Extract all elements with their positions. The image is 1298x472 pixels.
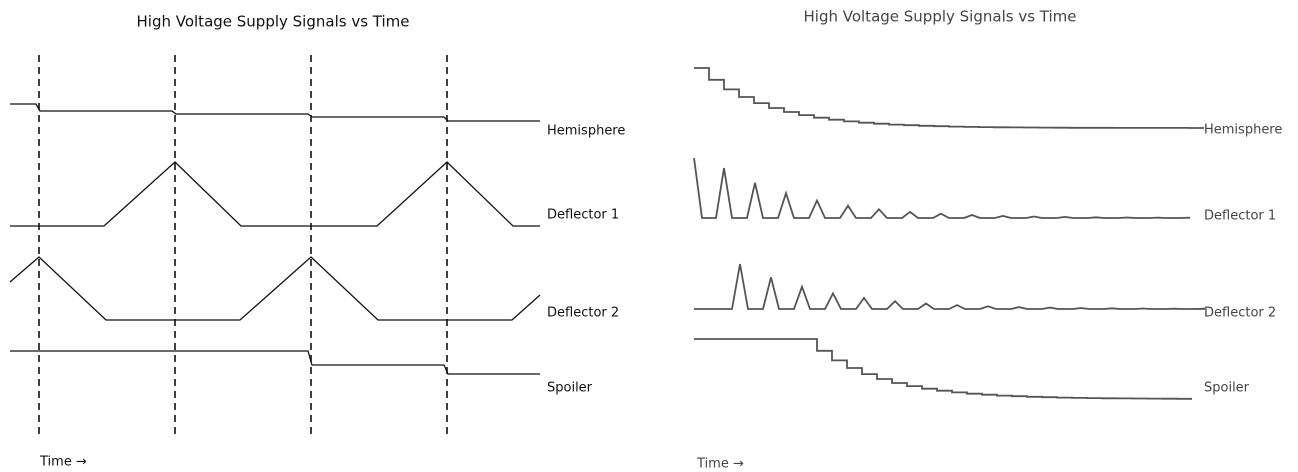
trace xyxy=(10,103,540,122)
title: High Voltage Supply Signals vs Time xyxy=(137,13,410,31)
trace-label: Hemisphere xyxy=(547,124,625,139)
trace-label: Deflector 1 xyxy=(547,208,619,223)
trace xyxy=(694,263,1206,310)
trace-label: Spoiler xyxy=(1204,381,1250,396)
trace xyxy=(10,161,540,227)
time-label: Time → xyxy=(696,457,744,472)
trace xyxy=(693,157,1191,219)
right-panel: High Voltage Supply Signals vs Time Hemi… xyxy=(693,8,1282,472)
trace xyxy=(10,350,540,375)
trace-label: Deflector 2 xyxy=(547,306,619,321)
trace-label: Deflector 1 xyxy=(1204,209,1276,224)
title: High Voltage Supply Signals vs Time xyxy=(804,8,1077,26)
left-panel: High Voltage Supply Signals vs Time Hemi… xyxy=(9,13,625,470)
trace xyxy=(694,67,1204,129)
trace xyxy=(9,256,541,321)
trace-label: Hemisphere xyxy=(1204,123,1282,138)
time-label: Time → xyxy=(39,455,87,470)
trace-label: Spoiler xyxy=(547,381,593,396)
trace-label: Deflector 2 xyxy=(1204,306,1276,321)
trace xyxy=(694,338,1193,400)
